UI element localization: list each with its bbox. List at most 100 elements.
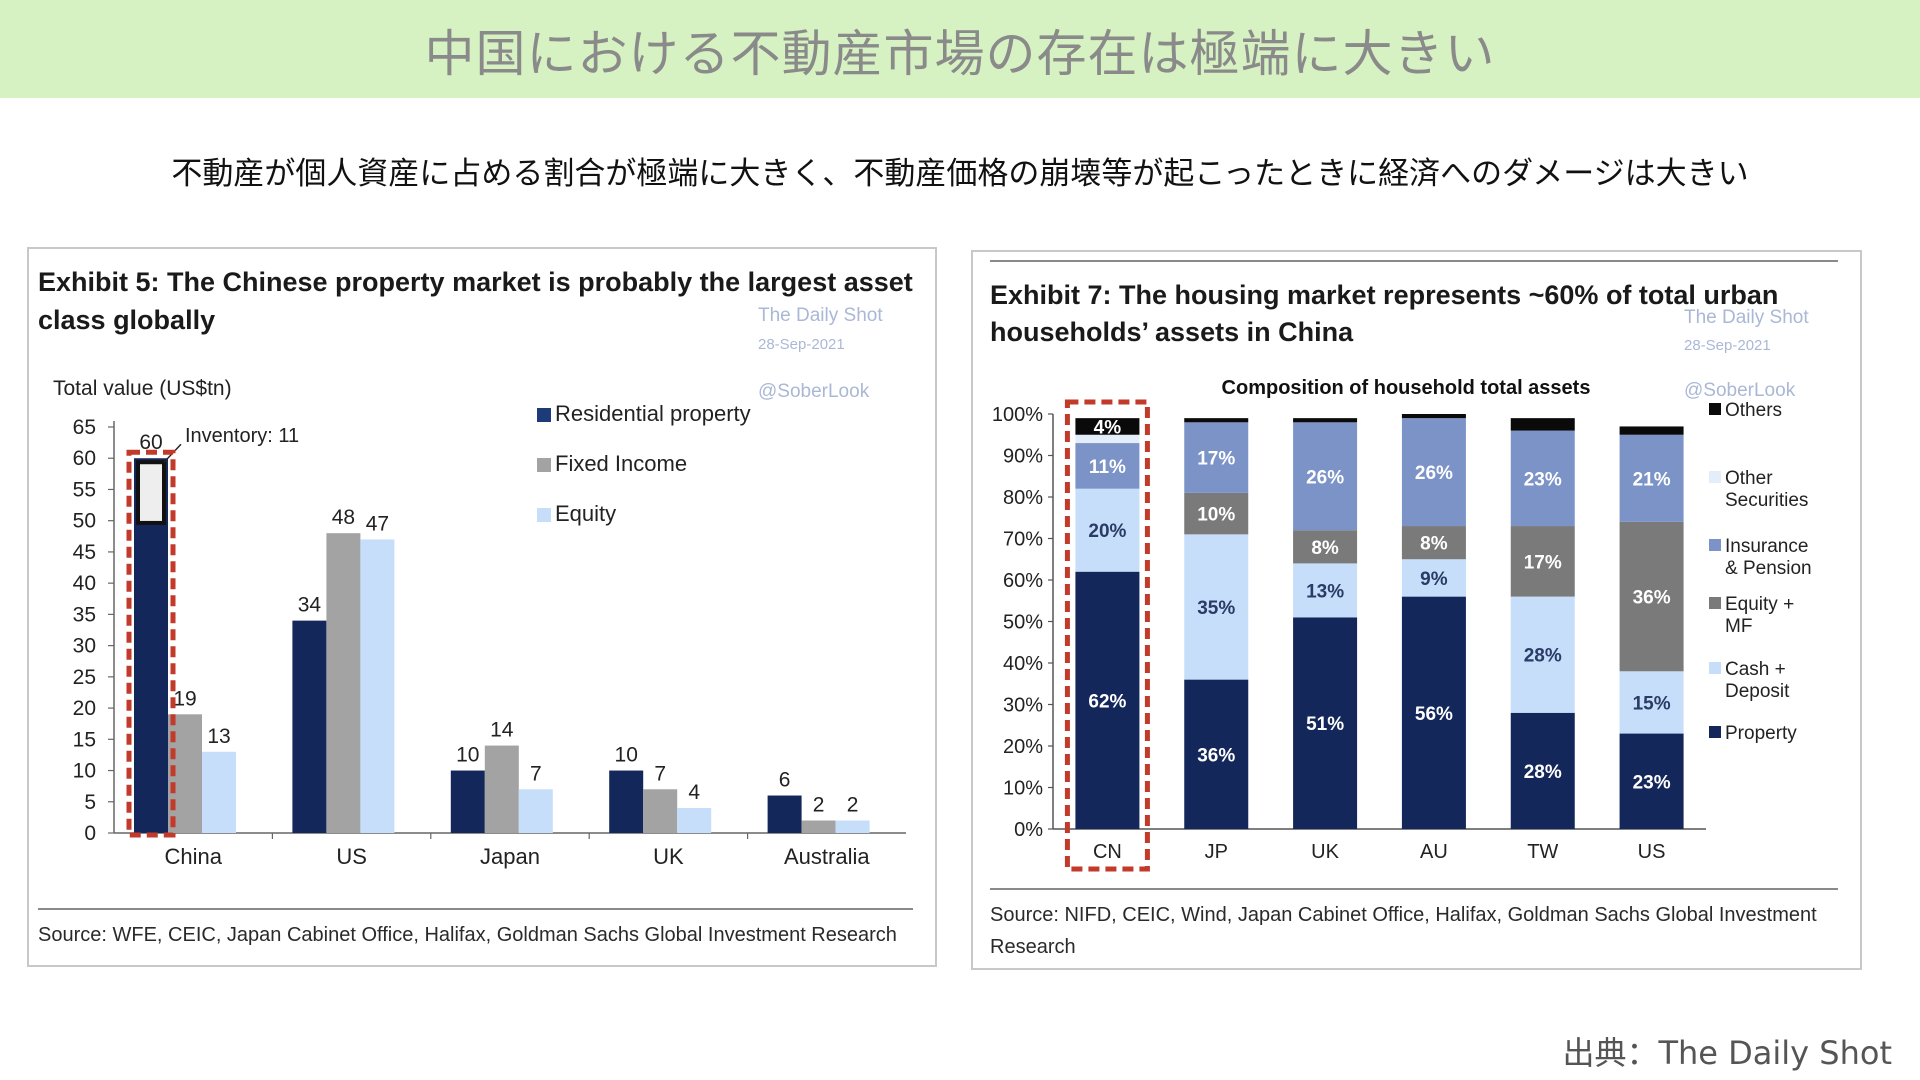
- segment-label: 36%: [1633, 588, 1671, 609]
- segment-cn-property: [1075, 571, 1140, 829]
- segment-tw-others: [1510, 418, 1575, 431]
- y-tick-label: 55: [73, 478, 96, 501]
- legend-label: Fixed Income: [555, 451, 687, 476]
- y-tick-label: 30: [73, 635, 96, 658]
- title-banner: 中国における不動産市場の存在は極端に大きい: [0, 0, 1920, 98]
- bar-australia-residential-property: [767, 795, 802, 833]
- legend-swatch: [1709, 662, 1721, 674]
- segment-label: 17%: [1197, 449, 1235, 470]
- exhibit7-watermark-handle: @SoberLook: [1684, 380, 1796, 401]
- y-tick-label: 40%: [1003, 653, 1043, 675]
- y-tick-label: 50: [73, 510, 96, 533]
- segment-us-others: [1619, 426, 1684, 435]
- x-tick-label: US: [336, 844, 367, 869]
- china-highlight-box: [126, 449, 176, 838]
- exhibit7-divider: [990, 888, 1838, 890]
- y-tick-label: 100%: [992, 404, 1043, 426]
- segment-cn-other-securities: [1075, 434, 1140, 444]
- exhibit5-watermark-source: The Daily Shot: [758, 305, 883, 326]
- bar-us-residential-property: [292, 620, 327, 833]
- segment-au-cash-deposit: [1401, 559, 1466, 597]
- segment-label: 28%: [1524, 646, 1562, 667]
- segment-uk-cash-deposit: [1293, 563, 1358, 618]
- y-tick-label: 90%: [1003, 446, 1043, 468]
- x-tick-label: AU: [1420, 841, 1448, 863]
- exhibit7-title-line1: Exhibit 7: The housing market represents…: [990, 280, 1779, 310]
- segment-jp-insurance-pension: [1184, 422, 1249, 493]
- legend-label: Insurance & Pension: [1725, 536, 1812, 579]
- data-label: 2: [813, 794, 825, 817]
- segment-label: 23%: [1524, 469, 1562, 490]
- segment-tw-insurance-pension: [1510, 430, 1575, 527]
- exhibit7-source-line2: Research: [990, 936, 1076, 958]
- bar-uk-fixed-income: [643, 789, 678, 833]
- legend-swatch: [1709, 539, 1721, 551]
- legend-swatch: [1709, 597, 1721, 609]
- data-label: 48: [332, 506, 355, 529]
- exhibit7-top-rule: [990, 260, 1838, 262]
- inventory-annotation: Inventory: 11: [185, 425, 299, 447]
- x-tick-label: UK: [653, 844, 684, 869]
- y-tick-label: 10: [73, 760, 96, 783]
- y-tick-label: 30%: [1003, 695, 1043, 717]
- data-label: 10: [456, 744, 479, 767]
- legend-label: Property: [1725, 723, 1797, 744]
- exhibit7-title-line2: households’ assets in China: [990, 317, 1354, 347]
- y-tick-label: 10%: [1003, 778, 1043, 800]
- x-tick-label: JP: [1205, 841, 1228, 863]
- segment-label: 36%: [1197, 745, 1235, 766]
- y-tick-label: 35: [73, 603, 96, 626]
- legend-label: Equity: [555, 501, 616, 526]
- segment-au-others: [1401, 414, 1466, 419]
- segment-cn-insurance-pension: [1075, 443, 1140, 489]
- chart-title: Composition of household total assets: [1222, 377, 1591, 399]
- page-title: 中国における不動産市場の存在は極端に大きい: [424, 25, 1496, 83]
- exhibit5-watermark-handle: @SoberLook: [758, 381, 870, 402]
- exhibit5-divider: [38, 908, 913, 910]
- segment-tw-equity-mf: [1510, 526, 1575, 597]
- legend-label: Residential property: [555, 401, 751, 426]
- segment-us-property: [1619, 733, 1684, 829]
- segment-tw-cash-deposit: [1510, 596, 1575, 713]
- segment-label: 17%: [1524, 552, 1562, 573]
- data-label: 7: [530, 762, 542, 785]
- data-label: 4: [688, 781, 700, 804]
- exhibit5-title-line1: Exhibit 5: The Chinese property market i…: [38, 267, 913, 297]
- segment-uk-property: [1293, 617, 1358, 829]
- bar-australia-equity: [835, 820, 870, 833]
- segment-label: 35%: [1197, 598, 1235, 619]
- y-tick-label: 70%: [1003, 529, 1043, 551]
- y-tick-label: 0%: [1014, 819, 1043, 841]
- segment-label: 10%: [1197, 505, 1235, 526]
- segment-label: 9%: [1420, 569, 1448, 590]
- y-axis-label: Total value (US$tn): [53, 377, 232, 400]
- exhibit5-watermark-date: 28-Sep-2021: [758, 336, 845, 353]
- segment-cn-cash-deposit: [1075, 488, 1140, 572]
- exhibit5-title-line2: class globally: [38, 305, 216, 335]
- segment-label: 21%: [1633, 469, 1671, 490]
- segment-label: 51%: [1306, 714, 1344, 735]
- segment-label: 11%: [1089, 457, 1126, 478]
- legend-label: Others: [1725, 400, 1782, 421]
- data-label: 60: [139, 431, 162, 454]
- bar-us-equity: [360, 539, 395, 833]
- legend-label: Cash + Deposit: [1725, 659, 1790, 702]
- exhibit7-watermark-date: 28-Sep-2021: [1684, 337, 1771, 354]
- page-subtitle: 不動産が個人資産に占める割合が極端に大きく、不動産価格の崩壊等が起こったときに経…: [171, 156, 1749, 192]
- segment-uk-insurance-pension: [1293, 422, 1358, 531]
- x-tick-label: Japan: [480, 844, 540, 869]
- x-tick-label: CN: [1093, 841, 1122, 863]
- y-tick-label: 40: [73, 572, 96, 595]
- segment-label: 28%: [1524, 762, 1562, 783]
- segment-label: 26%: [1415, 463, 1453, 484]
- bar-japan-residential-property: [450, 770, 485, 833]
- segment-au-property: [1401, 596, 1466, 829]
- y-tick-label: 45: [73, 541, 96, 564]
- x-tick-label: US: [1638, 841, 1666, 863]
- y-tick-label: 50%: [1003, 612, 1043, 634]
- x-tick-label: TW: [1527, 841, 1558, 863]
- legend-label: Other Securities: [1725, 468, 1808, 511]
- inventory-overlay: [136, 460, 166, 525]
- y-tick-label: 80%: [1003, 487, 1043, 509]
- exhibit7-source-line1: Source: NIFD, CEIC, Wind, Japan Cabinet …: [990, 904, 1817, 926]
